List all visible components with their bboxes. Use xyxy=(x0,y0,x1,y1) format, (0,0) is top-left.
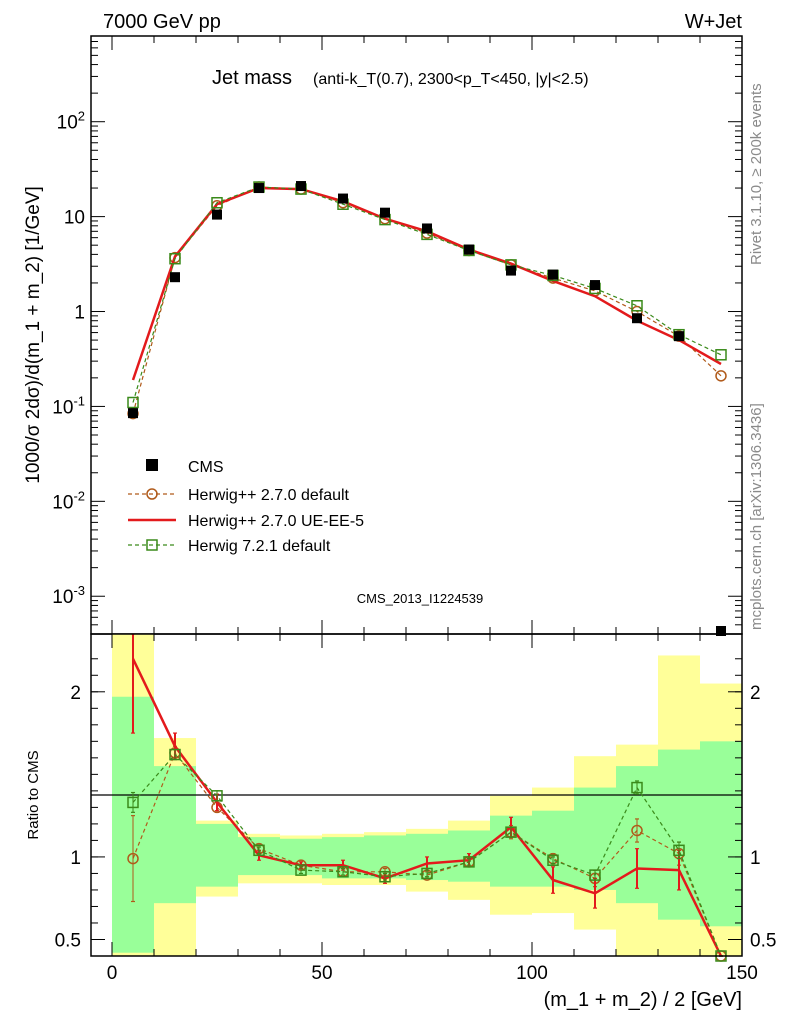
ratio-point-hw270-default-12 xyxy=(631,824,643,837)
main-y-ticks: 10-3 10-2 10-1 1 10 102 xyxy=(52,41,742,626)
legend-cms-label: CMS xyxy=(188,459,224,476)
legend-hw270-default-label: Herwig++ 2.7.0 default xyxy=(188,487,350,504)
cms-point-3 xyxy=(254,183,264,194)
ratio-point-hw721-default-12 xyxy=(631,781,643,794)
ratio-y-tick-label-right-2: 2 xyxy=(750,683,761,704)
cms-point-4 xyxy=(296,181,306,192)
main-point-hw721-default-12 xyxy=(631,300,643,312)
legend-hw270-default-marker xyxy=(146,488,158,500)
band-inner-14 xyxy=(700,741,742,927)
band-inner-13 xyxy=(658,749,700,920)
main-point-hw721-default-14 xyxy=(715,349,727,361)
main-line-hw721-default xyxy=(132,186,722,403)
ratio-point-hw270-default-0 xyxy=(127,852,139,865)
plot-title-detail: (anti-k_T(0.7), 2300<p_T<450, |y|<2.5) xyxy=(313,71,589,88)
legend-hw270-ueee5-label: Herwig++ 2.7.0 UE-EE-5 xyxy=(188,513,364,530)
ratio-y-tick-label-right-1: 1 xyxy=(750,848,761,869)
cms-point-7 xyxy=(422,223,432,234)
cms-point-9 xyxy=(506,265,516,276)
legend-hw721-default-label: Herwig 7.2.1 default xyxy=(188,538,331,555)
main-point-hw721-default-2 xyxy=(211,196,223,209)
ratio-point-hw721-default-4 xyxy=(295,864,307,876)
ratio-y-tick-label-left-1: 1 xyxy=(70,848,81,869)
x-axis-label: (m_1 + m_2) / 2 [GeV] xyxy=(544,989,742,1011)
main-y-tick-label-3: 1 xyxy=(74,303,85,324)
mcplots-label: mcplots.cern.ch [arXiv:1306.3436] xyxy=(748,403,765,630)
ratio-curves xyxy=(127,633,727,962)
cms-data-points xyxy=(128,181,726,636)
main-y-tick-label-1: 10-2 xyxy=(52,488,85,513)
ratio-y-tick-label-right-0: 0.5 xyxy=(750,930,776,951)
ratio-point-hw721-default-10 xyxy=(547,854,559,866)
main-point-hw721-default-1 xyxy=(169,252,181,265)
x-tick-label-0: 0 xyxy=(107,963,118,984)
ratio-y-ticks: 0.5 0.5 1 1 2 2 xyxy=(55,658,776,951)
cms-point-5 xyxy=(338,193,348,204)
main-point-hw270-default-14 xyxy=(715,370,727,382)
cms-point-8 xyxy=(464,244,474,255)
ratio-point-hw721-default-6 xyxy=(379,870,391,883)
x-tick-label-3: 150 xyxy=(726,963,758,984)
ratio-point-hw721-default-13 xyxy=(673,844,685,857)
cms-point-14 xyxy=(716,626,726,636)
cms-point-2 xyxy=(212,209,222,220)
legend-hw721-default-marker xyxy=(146,539,158,551)
ratio-point-hw721-default-0 xyxy=(127,796,139,809)
main-point-hw721-default-0 xyxy=(127,396,139,409)
cms-point-12 xyxy=(632,313,642,324)
main-y-tick-label-4: 10 xyxy=(64,208,85,229)
ratio-point-hw721-default-7 xyxy=(421,867,433,880)
rivet-version-label: Rivet 3.1.10, ≥ 200k events xyxy=(748,83,765,265)
analysis-tag: CMS_2013_I1224539 xyxy=(357,591,484,606)
header-process-label: W+Jet xyxy=(685,11,743,33)
main-y-tick-label-2: 10-1 xyxy=(52,393,85,418)
legend: CMS Herwig++ 2.7.0 default Herwig++ 2.7.… xyxy=(128,459,364,555)
ratio-point-hw721-default-8 xyxy=(463,856,475,868)
cms-point-0 xyxy=(128,408,138,419)
ratio-point-hw721-default-11 xyxy=(589,869,601,881)
plot-title-main: Jet mass xyxy=(212,67,292,89)
band-inner-1 xyxy=(154,766,196,904)
ratio-point-hw721-default-1 xyxy=(169,748,181,761)
cms-point-10 xyxy=(548,269,558,280)
band-inner-2 xyxy=(196,823,238,887)
header-energy-label: 7000 GeV pp xyxy=(103,11,221,33)
ratio-point-hw721-default-9 xyxy=(505,826,517,838)
cms-point-6 xyxy=(380,207,390,218)
cms-point-1 xyxy=(170,272,180,283)
main-y-tick-label-5: 102 xyxy=(57,109,85,134)
main-y-axis-label: 1000/σ 2dσ)/d(m_1 + m_2) [1/GeV] xyxy=(23,186,44,484)
ratio-point-hw721-default-2 xyxy=(211,790,223,802)
ratio-y-tick-label-left-0: 0.5 xyxy=(55,930,81,951)
ratio-y-tick-label-left-2: 2 xyxy=(70,683,81,704)
ratio-point-hw721-default-5 xyxy=(337,866,349,878)
cms-point-13 xyxy=(674,331,684,342)
ratio-y-axis-label: Ratio to CMS xyxy=(25,750,42,839)
cms-point-11 xyxy=(590,280,600,291)
legend-cms-marker xyxy=(146,459,158,471)
main-panel: 10-3 10-2 10-1 1 10 102 Jet mass (anti-k_T(0.… xyxy=(52,35,743,636)
ratio-frame xyxy=(90,633,743,957)
x-tick-label-1: 50 xyxy=(311,963,332,984)
main-y-tick-label-0: 10-3 xyxy=(52,583,85,608)
ratio-point-hw721-default-3 xyxy=(253,844,265,857)
x-ticks: 0 50 100 150 xyxy=(107,36,758,984)
x-tick-label-2: 100 xyxy=(516,963,548,984)
ratio-panel: 0.5 0.5 1 1 2 2 0 50 100 150 xyxy=(55,36,776,984)
